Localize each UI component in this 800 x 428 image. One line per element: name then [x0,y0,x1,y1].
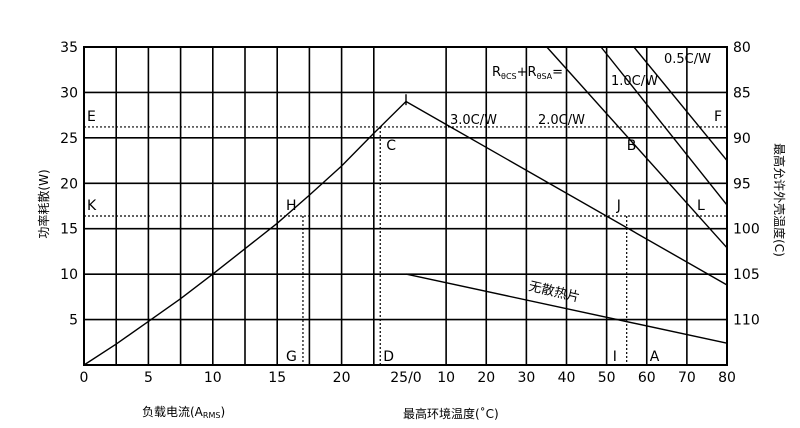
right-tick-label: 90 [733,131,751,147]
line-1.0cw [600,46,728,206]
bottom-temp-tick-label: 80 [718,370,736,386]
bottom-temp-tick-label: 60 [638,370,656,386]
reference-lines [84,126,727,365]
plot-frame [83,46,728,366]
left-tick-label: 35 [60,40,78,56]
line-no-heatsink [405,273,728,344]
right-tick-label: 80 [733,40,751,56]
left-axis-title: 功率耗散(W) [36,169,51,238]
point-label-G: G [286,349,297,365]
line-0.5cw [633,46,728,162]
bottom-temp-tick-label: 10 [437,370,455,386]
left-tick-label: 15 [60,222,78,238]
tick-labels: 5 10 15 20 25 30 35 110 105 100 95 90 85 80 0 5 10 15 20 25… [60,40,760,386]
bottom-current-tick-label: 20 [333,370,351,386]
bottom-right-axis-title: 最高环境温度(˚C) [403,406,499,421]
point-label-L: L [697,198,705,214]
right-tick-label: 85 [733,85,751,101]
point-label-F: F [714,109,722,125]
right-tick-label: 110 [733,313,760,329]
point-label-H: H [286,198,297,214]
line-label-2.0w: 2.0C/W [538,113,585,128]
right-tick-label: 100 [733,222,760,238]
bottom-current-tick-label: 15 [268,370,286,386]
right-axis-title: 最高允许外壳温度(C) [772,143,787,257]
left-tick-label: 25 [60,131,78,147]
line-3.0cw [405,100,728,286]
point-label-B: B [627,138,637,154]
bottom-current-tick-label: 5 [144,370,153,386]
bottom-temp-tick-label: 20 [477,370,495,386]
point-label-J: J [616,198,621,214]
line-2.0cw [546,46,728,249]
bottom-temp-tick-label: 40 [558,370,576,386]
bottom-current-tick-label: 0 [80,370,89,386]
point-label-D: D [383,349,394,365]
point-label-C: C [386,138,396,154]
bottom-temp-tick-label: 30 [517,370,535,386]
curves [83,46,728,366]
bottom-left-axis-title: 负载电流(ARMS) [142,405,225,420]
right-tick-label: 105 [733,267,760,283]
left-tick-label: 5 [69,313,78,329]
plot-border [83,46,728,366]
bottom-temp-tick-label: 70 [678,370,696,386]
line-label-0.5: 0.5C/W [664,52,711,67]
reference-point-labels: E F C B K H J L G D I A [87,109,722,365]
rth-legend: RθCS+RθSA= [492,65,563,81]
bottom-temp-tick-label: 50 [598,370,616,386]
left-tick-label: 30 [60,85,78,101]
point-label-A: A [650,349,660,365]
bottom-current-tick-label: 10 [204,370,222,386]
point-label-E: E [87,109,96,125]
point-label-I: I [613,349,617,365]
grid-lines [84,47,727,365]
left-tick-label: 20 [60,176,78,192]
left-tick-label: 10 [60,267,78,283]
line-label-3.0: 3.0C/W [450,113,497,128]
right-tick-label: 95 [733,176,751,192]
line-label-1.0: 1.0C/W [611,74,658,89]
point-label-K: K [87,198,97,214]
bottom-current-tick-label: 25/0 [390,370,421,386]
power-dissipation-curve [83,101,407,366]
